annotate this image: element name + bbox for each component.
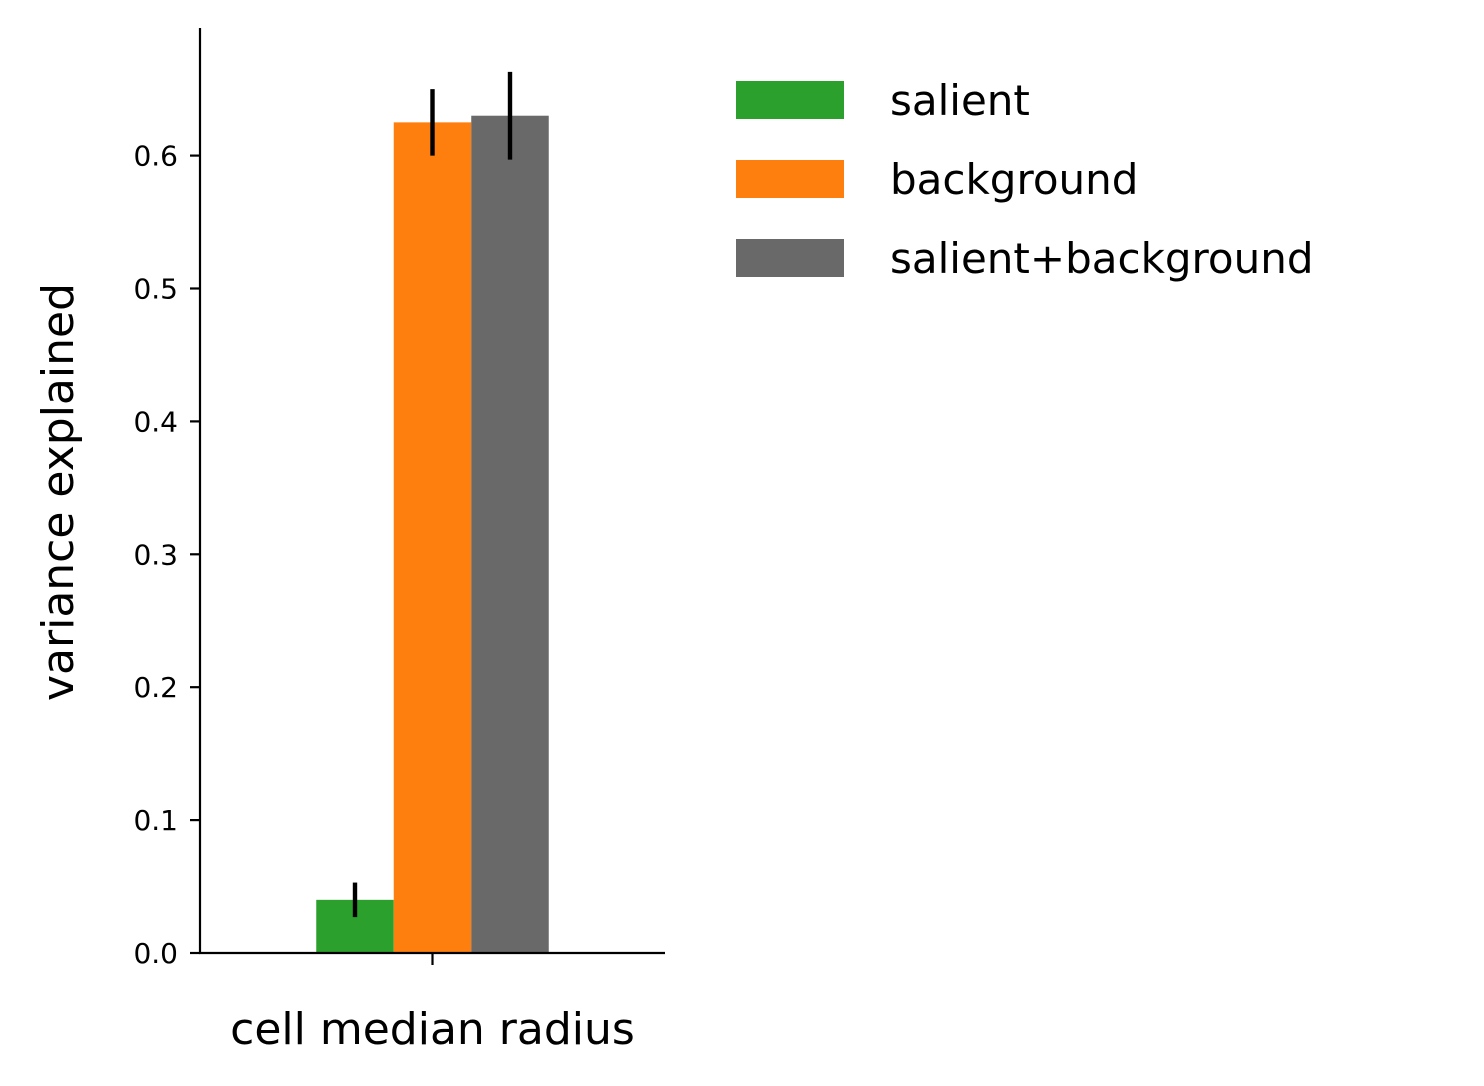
y-tick-label: 0.1 xyxy=(133,804,178,837)
legend: salient background salient+background xyxy=(736,76,1314,283)
legend-swatch xyxy=(736,239,844,277)
legend-label: salient xyxy=(890,76,1030,125)
bar-salient-background xyxy=(471,115,549,953)
legend-label: background xyxy=(890,155,1138,204)
y-tick-label: 0.4 xyxy=(133,405,178,438)
bar-background xyxy=(393,122,472,953)
legend-label: salient+background xyxy=(890,234,1314,283)
y-tick-label: 0.2 xyxy=(133,671,178,704)
y-tick-label: 0.0 xyxy=(133,937,178,970)
y-tick-label: 0.6 xyxy=(133,140,178,173)
y-tick-label: 0.3 xyxy=(133,538,178,571)
y-tick-label: 0.5 xyxy=(133,272,178,305)
legend-swatch xyxy=(736,81,844,119)
x-ticks-group: cell median radius xyxy=(230,953,635,1055)
y-ticks-group: 0.0 0.1 0.2 0.3 0.4 0.5 0.6 xyxy=(133,140,200,970)
legend-swatch xyxy=(736,160,844,198)
y-axis-title: variance explained xyxy=(33,283,84,701)
error-bars-group xyxy=(352,71,513,918)
bars-group xyxy=(316,115,549,953)
x-tick-label: cell median radius xyxy=(230,1004,635,1055)
